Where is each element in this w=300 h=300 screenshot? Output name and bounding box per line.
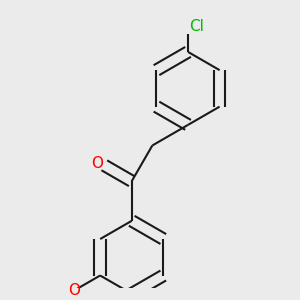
Text: O: O xyxy=(91,156,103,171)
Text: O: O xyxy=(68,283,80,298)
Text: Cl: Cl xyxy=(189,19,204,34)
